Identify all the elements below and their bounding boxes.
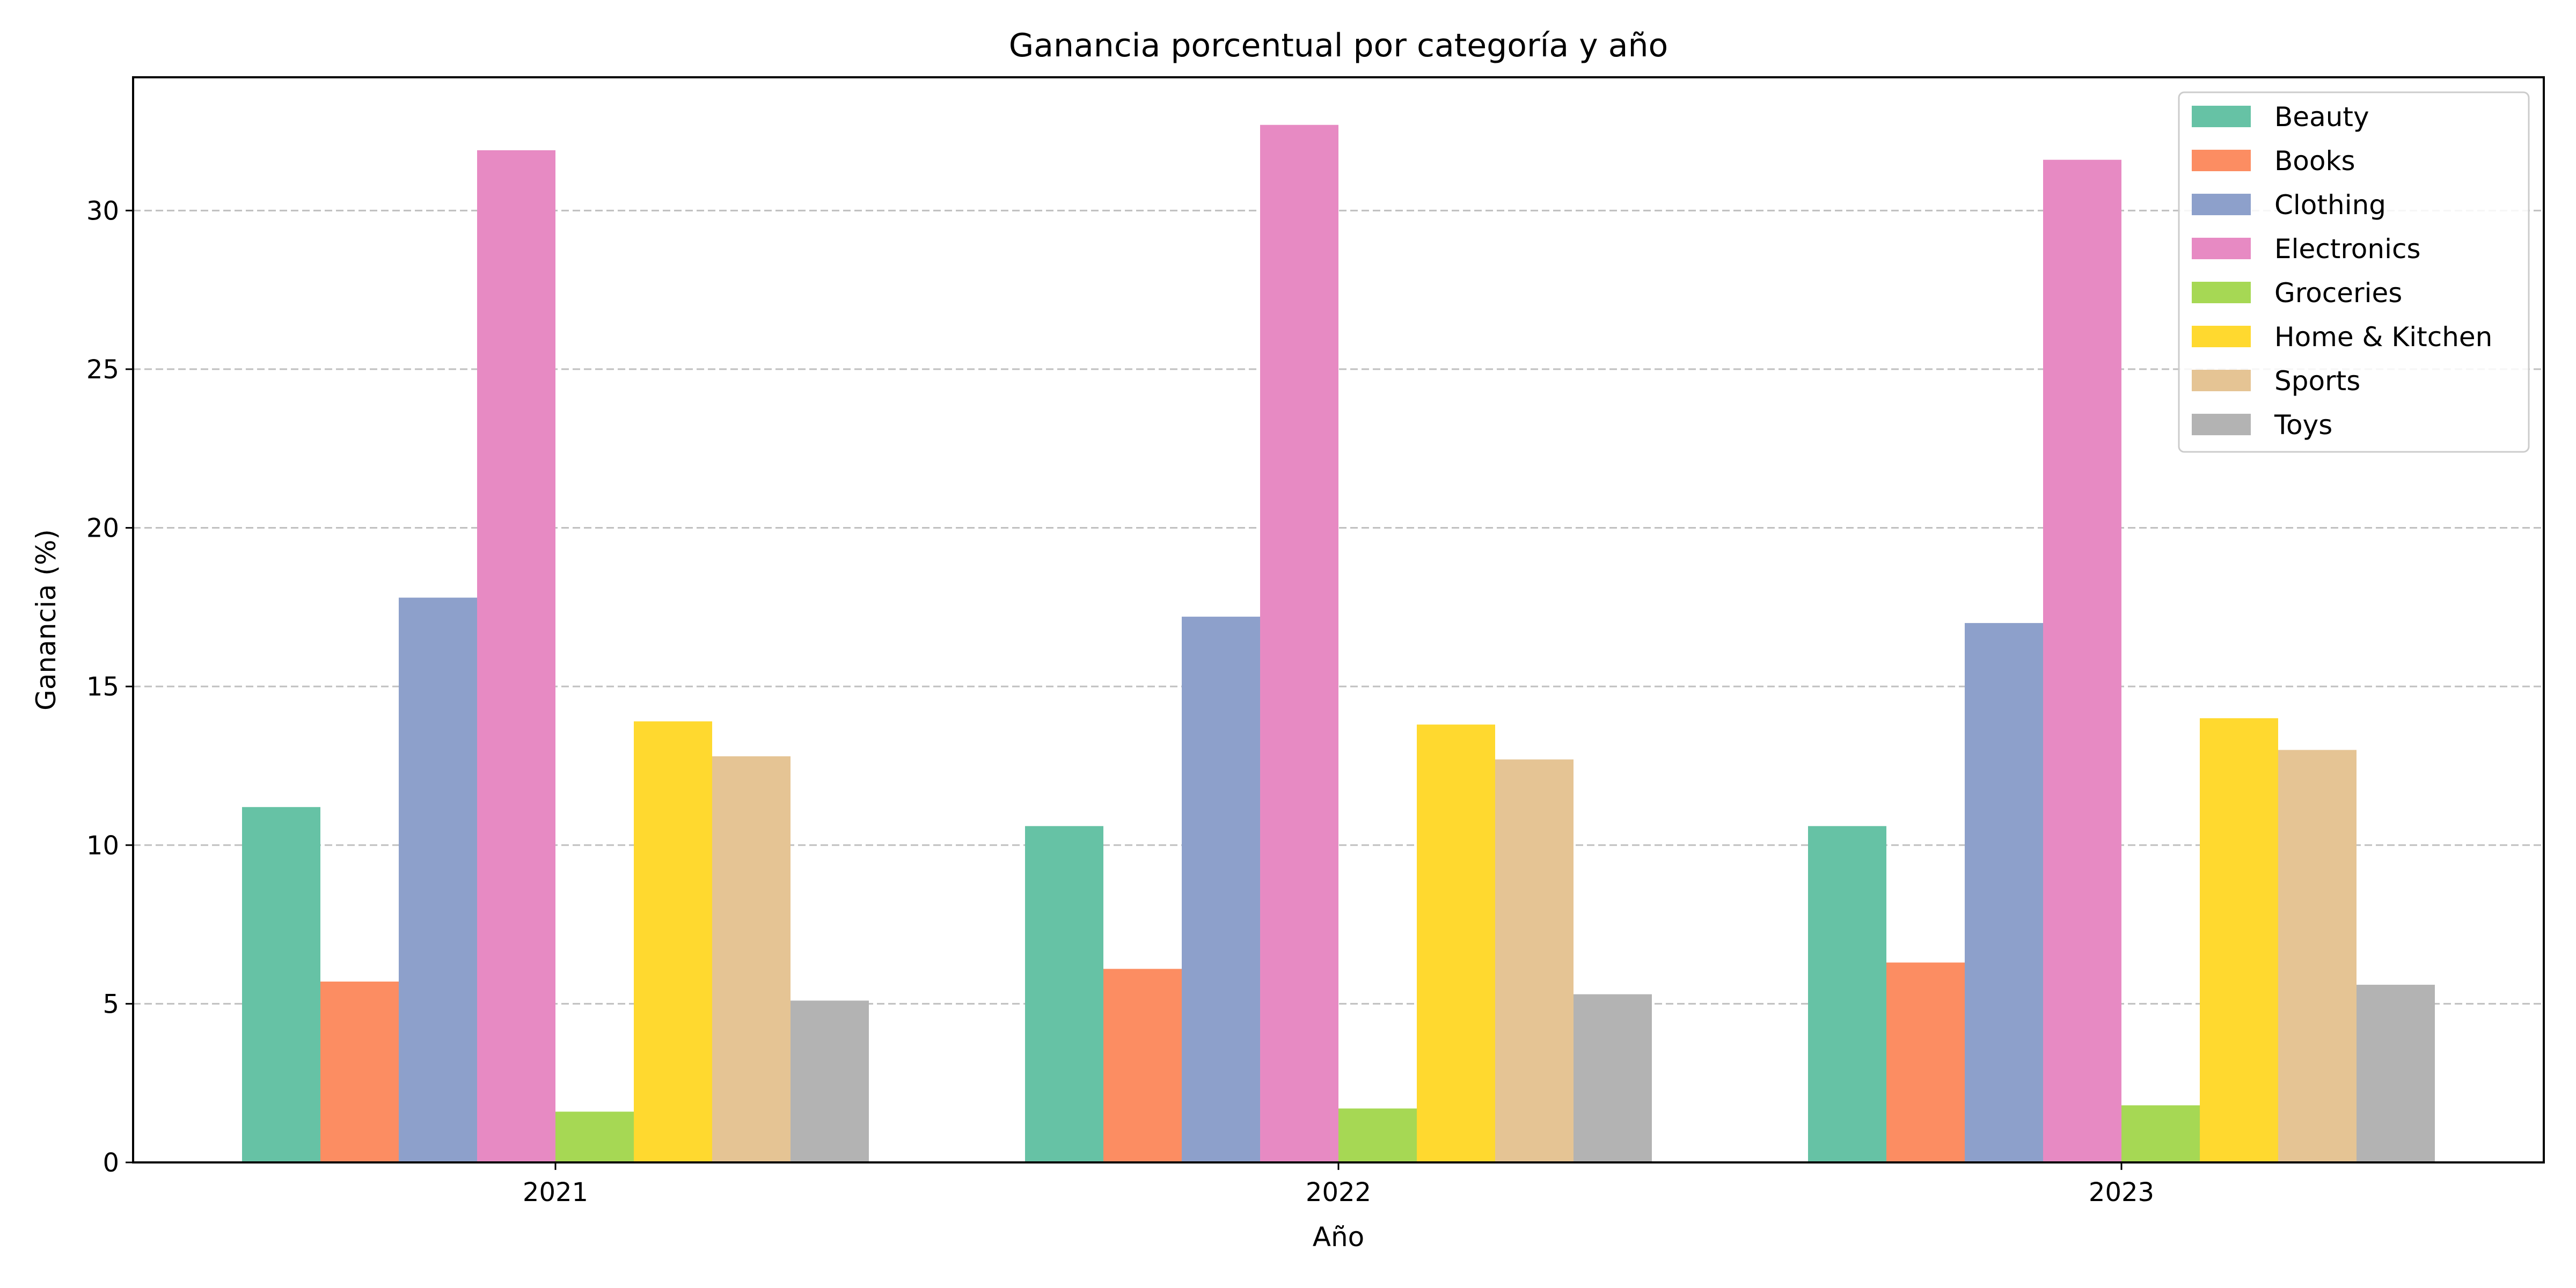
legend-swatch bbox=[2192, 238, 2251, 259]
chart-title: Ganancia porcentual por categoría y año bbox=[1009, 27, 1668, 64]
bar bbox=[1965, 623, 2043, 1162]
bar bbox=[2121, 1105, 2200, 1162]
bar bbox=[1808, 826, 1886, 1162]
bar bbox=[2043, 159, 2121, 1163]
bar bbox=[1025, 826, 1103, 1162]
x-tick-label: 2021 bbox=[523, 1177, 588, 1208]
x-axis: 2021 2022 2023 bbox=[523, 1162, 2154, 1208]
legend-swatch bbox=[2192, 150, 2251, 171]
legend-label: Beauty bbox=[2274, 101, 2369, 133]
legend-swatch bbox=[2192, 370, 2251, 391]
legend-label: Electronics bbox=[2274, 233, 2421, 265]
x-axis-label: Año bbox=[1313, 1221, 1364, 1253]
y-tick-label: 10 bbox=[86, 831, 119, 861]
bar bbox=[634, 721, 712, 1162]
y-axis: 0 5 10 15 20 25 30 bbox=[86, 196, 133, 1178]
legend-label: Clothing bbox=[2274, 189, 2386, 221]
y-tick-label: 25 bbox=[86, 355, 119, 385]
legend-label: Groceries bbox=[2274, 277, 2402, 309]
bar bbox=[320, 982, 399, 1162]
legend-label: Toys bbox=[2274, 409, 2332, 441]
legend-swatch bbox=[2192, 414, 2251, 435]
legend: Beauty Books Clothing Electronics Groceries H… bbox=[2178, 91, 2530, 453]
bar bbox=[2357, 984, 2435, 1162]
bar bbox=[1574, 994, 1652, 1162]
bar bbox=[477, 150, 555, 1163]
bar bbox=[1886, 962, 1965, 1162]
legend-swatch bbox=[2192, 326, 2251, 347]
y-tick-label: 30 bbox=[86, 196, 119, 226]
legend-label: Sports bbox=[2274, 365, 2360, 397]
bar bbox=[1182, 617, 1260, 1162]
y-tick-label: 0 bbox=[103, 1148, 119, 1178]
y-tick-label: 5 bbox=[103, 989, 119, 1019]
bar bbox=[2278, 750, 2357, 1162]
x-tick-label: 2023 bbox=[2089, 1177, 2154, 1208]
bar bbox=[1417, 724, 1495, 1162]
legend-swatch bbox=[2192, 282, 2251, 303]
bar bbox=[1338, 1108, 1417, 1162]
legend-swatch bbox=[2192, 194, 2251, 215]
bars-group bbox=[242, 125, 2435, 1163]
x-tick-label: 2022 bbox=[1306, 1177, 1371, 1208]
bar bbox=[1103, 969, 1182, 1162]
bar bbox=[2200, 718, 2278, 1162]
legend-label: Home & Kitchen bbox=[2274, 321, 2492, 353]
bar bbox=[1260, 125, 1338, 1162]
bar bbox=[1495, 759, 1574, 1162]
y-tick-label: 15 bbox=[86, 672, 119, 702]
bar bbox=[791, 1000, 869, 1162]
bar bbox=[242, 807, 320, 1162]
legend-box bbox=[2178, 91, 2530, 453]
legend-label: Books bbox=[2274, 145, 2355, 177]
y-tick-label: 20 bbox=[86, 514, 119, 544]
bar bbox=[399, 597, 477, 1162]
bar bbox=[555, 1111, 634, 1162]
legend-swatch bbox=[2192, 106, 2251, 127]
y-axis-label: Ganancia (%) bbox=[31, 529, 62, 711]
bar bbox=[712, 756, 791, 1162]
